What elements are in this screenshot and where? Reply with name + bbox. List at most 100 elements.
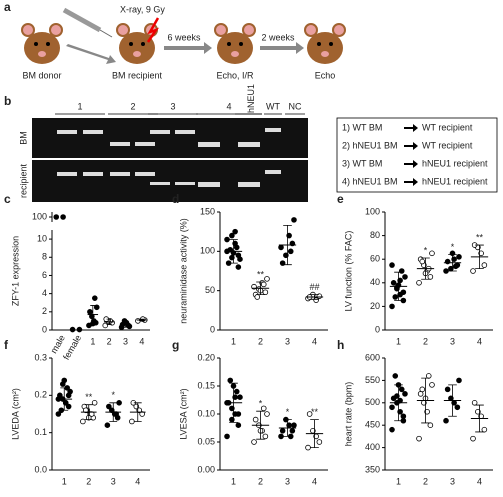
- error-bar: [448, 254, 457, 272]
- panel-letter: h: [337, 338, 344, 352]
- data-point: [229, 232, 235, 239]
- lane-label: 4: [226, 101, 231, 111]
- y-tick-label: 40: [370, 277, 380, 287]
- data-point: [389, 426, 395, 433]
- y-tick-label: 350: [365, 464, 380, 474]
- data-point: [116, 399, 122, 406]
- x-tick-label: 3: [111, 476, 116, 486]
- significance: *: [259, 399, 263, 409]
- panel-letter: b: [4, 94, 11, 108]
- error-bar: [475, 404, 484, 433]
- data-point: [87, 309, 93, 315]
- data-point: [398, 268, 405, 274]
- x-tick-label: 1: [231, 476, 236, 486]
- data-point: [306, 411, 313, 417]
- mouse-icon: [304, 23, 346, 64]
- data-point: [224, 433, 230, 440]
- data-point: [424, 408, 430, 415]
- error-bar: [310, 419, 319, 448]
- data-point: [481, 262, 488, 268]
- data-point: [93, 304, 100, 311]
- data-point: [425, 373, 432, 379]
- data-point: [400, 413, 407, 420]
- recipient-label: BM recipient: [112, 70, 163, 80]
- data-point: [233, 388, 240, 395]
- significance: **: [476, 232, 484, 242]
- data-point: [417, 391, 424, 397]
- error-bar: [60, 387, 69, 411]
- x-tick-label: 3: [285, 476, 290, 486]
- lane-label: hNEU1: [246, 84, 256, 113]
- panel-letter: f: [4, 338, 9, 352]
- data-point: [235, 264, 242, 270]
- y-tick-label: 0.10: [197, 408, 215, 418]
- significance: *: [286, 407, 290, 417]
- data-point: [80, 418, 86, 425]
- lane-label: 2: [130, 101, 135, 111]
- error-bar: [283, 419, 292, 437]
- data-point: [251, 439, 257, 445]
- error-bar: [394, 271, 403, 301]
- step-label: 2 weeks: [261, 32, 295, 42]
- y-tick-label: 100: [365, 206, 380, 216]
- y-axis-label: LV function (% FAC): [343, 231, 353, 312]
- step-label: 6 weeks: [167, 32, 201, 42]
- y-tick-label: 400: [365, 442, 380, 452]
- data-point: [389, 262, 395, 268]
- lane-label: NC: [289, 101, 302, 111]
- significance: **: [257, 269, 265, 279]
- data-point: [452, 263, 459, 270]
- legend-arrow: [404, 178, 418, 186]
- mouse-icon: [21, 23, 63, 64]
- x-tick-label: 2: [258, 476, 263, 486]
- row-label: recipient: [18, 163, 28, 198]
- x-tick-label: 3: [285, 336, 290, 346]
- y-tick-label: 0.2: [34, 390, 47, 400]
- significance: *: [424, 245, 428, 255]
- x-tick-label: 1: [90, 336, 95, 346]
- y-tick-label: 0.0: [34, 464, 47, 474]
- data-point: [397, 277, 403, 284]
- step-note: Echo, I/R: [216, 70, 254, 80]
- y-tick-label: 0.1: [34, 427, 47, 437]
- gel: [32, 118, 308, 158]
- syringe: [62, 7, 113, 38]
- error-bar: [448, 384, 457, 417]
- x-tick-label: 4: [477, 476, 482, 486]
- data-point: [283, 252, 289, 259]
- data-point: [254, 294, 261, 300]
- data-point: [104, 422, 111, 429]
- y-tick-label: 550: [365, 375, 380, 385]
- y-tick-label: 0.3: [34, 352, 47, 362]
- donor-label: BM donor: [22, 70, 61, 80]
- legend-left: 4) hNEU1 BM: [342, 176, 398, 186]
- data-point: [389, 303, 395, 310]
- y-tick-label: 2: [42, 306, 47, 316]
- y-axis-label: LVEDA (cm²): [10, 388, 20, 440]
- panel-letter: c: [4, 192, 11, 206]
- significance: **: [311, 407, 319, 417]
- y-tick-label: 8: [42, 252, 47, 262]
- data-point: [443, 417, 449, 424]
- data-point: [262, 433, 269, 440]
- y-tick-label: 0.20: [197, 352, 215, 362]
- data-point: [60, 214, 66, 220]
- data-point: [65, 403, 72, 410]
- error-bar: [90, 305, 96, 325]
- y-axis-label: heart rate (bpm): [343, 382, 353, 447]
- x-tick-label: 3: [123, 336, 128, 346]
- data-point: [237, 394, 243, 401]
- panel-letter: g: [172, 338, 179, 352]
- data-point: [260, 405, 267, 412]
- data-point: [260, 281, 267, 288]
- panel-letter: d: [172, 192, 179, 206]
- x-tick-label: 2: [423, 336, 428, 346]
- x-tick-label: 1: [62, 476, 67, 486]
- data-point: [427, 422, 434, 429]
- data-point: [470, 268, 476, 274]
- error-bar: [421, 377, 430, 424]
- significance: *: [451, 242, 455, 252]
- y-tick-label: 150: [200, 206, 215, 216]
- error-bar: [84, 404, 93, 420]
- legend-left: 2) hNEU1 BM: [342, 140, 398, 150]
